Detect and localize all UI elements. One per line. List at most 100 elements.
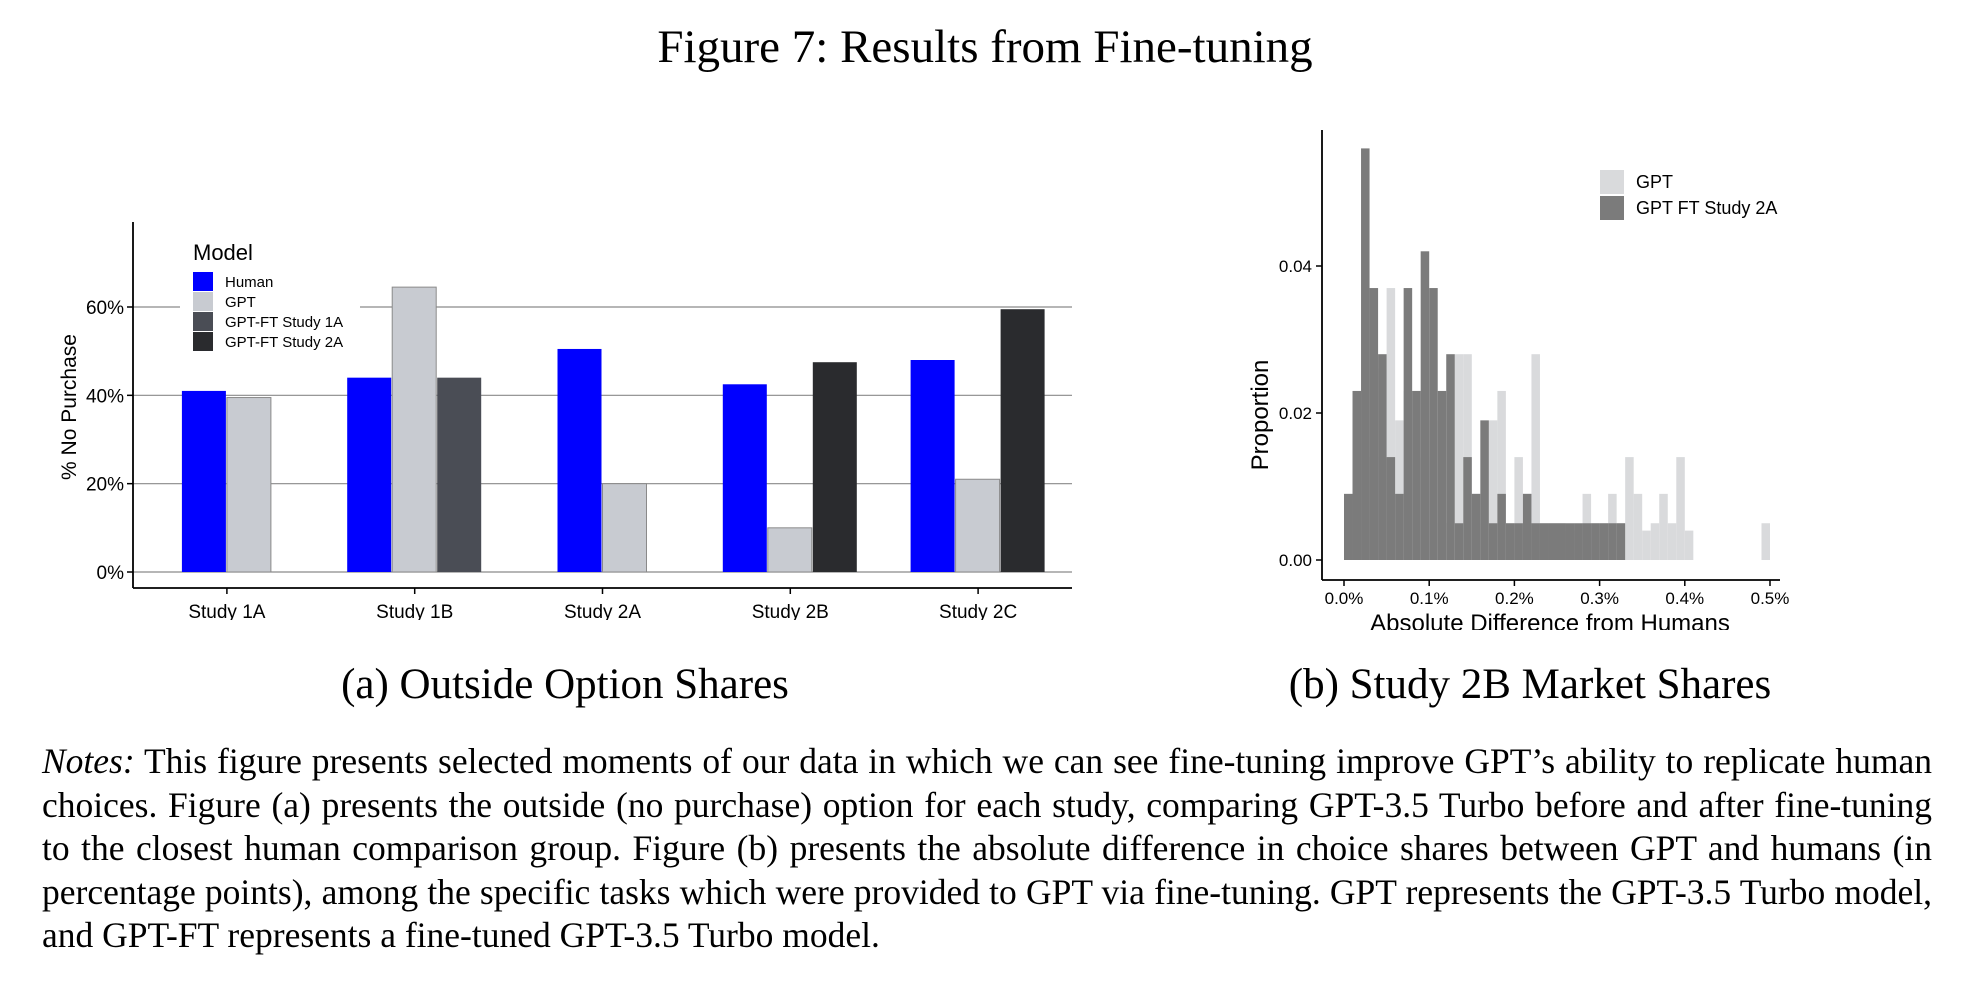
y-tick-label: 0.04 (1279, 257, 1312, 276)
histogram-bar (1608, 523, 1617, 560)
bar (1000, 309, 1045, 572)
legend-label: GPT-FT Study 1A (225, 314, 343, 331)
bar (955, 478, 1001, 573)
bar (557, 348, 602, 572)
outside-option-shares-chart: 0% 20% 40% 60% Study 1A Study 1B Study 2A Study… (58, 222, 1072, 620)
histogram-bar (1684, 530, 1694, 560)
x-tick-label: 0.1% (1410, 589, 1449, 608)
y-tick-label: 60% (86, 298, 124, 319)
histogram-bar (1616, 523, 1626, 560)
histogram-bar (1591, 523, 1600, 560)
histogram-bar (1463, 457, 1472, 560)
x-tick-label: 0.0% (1325, 589, 1364, 608)
histogram-bar (1599, 523, 1609, 560)
histogram-bar (1642, 530, 1651, 560)
histogram-bar (1659, 493, 1668, 560)
histogram-bar (1667, 523, 1677, 560)
y-tick-label: 0.00 (1279, 551, 1312, 570)
histogram-bar (1514, 523, 1523, 560)
bar (722, 384, 767, 572)
notes-label: Notes: (42, 741, 135, 781)
histogram-bar (1361, 148, 1370, 560)
histogram-bar (1676, 457, 1685, 560)
x-axis-label: Absolute Difference from Humans (1370, 610, 1730, 630)
x-tick-label: Study 2B (752, 602, 829, 620)
histogram-bar (1386, 457, 1396, 560)
legend-label: GPT FT Study 2A (1636, 198, 1777, 218)
bar (437, 377, 482, 572)
histogram-bar (1565, 523, 1575, 560)
histogram-bar (1395, 420, 1404, 560)
histogram-bar (1403, 288, 1413, 560)
legend-swatch (1600, 170, 1624, 194)
histogram-bar (1420, 251, 1430, 561)
histogram-bar (1429, 288, 1438, 560)
x-tick-label: 0.3% (1580, 589, 1619, 608)
histogram-bar (1352, 390, 1362, 560)
y-tick-label: 40% (86, 386, 124, 407)
histogram-bar (1625, 457, 1634, 560)
histogram-bar (1531, 523, 1540, 560)
caption-a: (a) Outside Option Shares (341, 661, 789, 708)
histogram-bar (1633, 493, 1643, 560)
histogram-bar (1582, 523, 1592, 560)
x-tick-label: 0.2% (1495, 589, 1534, 608)
legend-swatch (1600, 196, 1624, 220)
legend-label: GPT (225, 294, 256, 311)
histogram-bar (1761, 523, 1770, 560)
y-tick-label: 20% (86, 475, 124, 496)
figure-title: Figure 7: Results from Fine-tuning (657, 21, 1313, 73)
histogram-bar (1488, 523, 1498, 560)
histogram-bar (1454, 354, 1464, 560)
bar (767, 527, 813, 573)
bar (910, 360, 955, 572)
bar (226, 397, 272, 573)
legend-swatch (193, 312, 213, 331)
histogram-bar (1514, 457, 1523, 560)
histogram-bar (1446, 354, 1455, 560)
legend-label: GPT (1636, 172, 1673, 192)
histogram-bar (1539, 523, 1549, 560)
legend-swatch (193, 332, 213, 351)
y-axis-label: % No Purchase (58, 334, 81, 480)
legend-swatch (193, 272, 213, 291)
figure-notes: Notes: This figure presents selected mom… (42, 740, 1932, 958)
caption-b: (b) Study 2B Market Shares (1288, 661, 1772, 708)
histogram-bar (1522, 493, 1532, 560)
bar (602, 483, 647, 573)
legend-label: Human (225, 274, 273, 291)
histogram-bar (1386, 288, 1396, 560)
histogram-bar (1488, 420, 1498, 560)
y-axis-label: Proportion (1247, 360, 1274, 471)
x-tick-label: 0.4% (1665, 589, 1704, 608)
histogram-bar (1497, 390, 1506, 560)
histogram-bar (1505, 523, 1515, 560)
histogram-bar (1395, 493, 1404, 560)
histogram-bar (1378, 354, 1387, 560)
market-shares-histogram: 0.00 0.02 0.04 0.0% 0.1% 0.2% 0.3% 0.4% 0.5% Abso… (1247, 130, 1790, 630)
histogram-bar (1471, 493, 1481, 560)
legend-label: GPT-FT Study 2A (225, 334, 343, 351)
x-tick-label: Study 1A (188, 602, 265, 620)
histogram-bar (1344, 493, 1353, 560)
bar (391, 286, 437, 573)
legend-swatch (193, 292, 213, 311)
x-tick-label: Study 2A (564, 602, 641, 620)
x-tick-label: Study 2C (939, 602, 1017, 620)
histogram-bar (1574, 523, 1583, 560)
histogram-bar (1369, 288, 1379, 560)
histogram-bar (1650, 523, 1660, 560)
x-tick-label: Study 1B (376, 602, 453, 620)
notes-text: This figure presents selected moments of… (42, 741, 1932, 955)
bar (812, 362, 857, 572)
histogram-bar (1437, 390, 1447, 560)
histogram-bar (1548, 523, 1557, 560)
legend-title: Model (193, 240, 253, 265)
histogram-bar (1480, 420, 1489, 560)
histogram-bar (1557, 523, 1566, 560)
y-tick-label: 0.02 (1279, 404, 1312, 423)
histogram-bar (1497, 493, 1506, 560)
histogram-bar (1454, 523, 1464, 560)
x-tick-label: 0.5% (1751, 589, 1790, 608)
histogram-bar (1531, 354, 1540, 560)
